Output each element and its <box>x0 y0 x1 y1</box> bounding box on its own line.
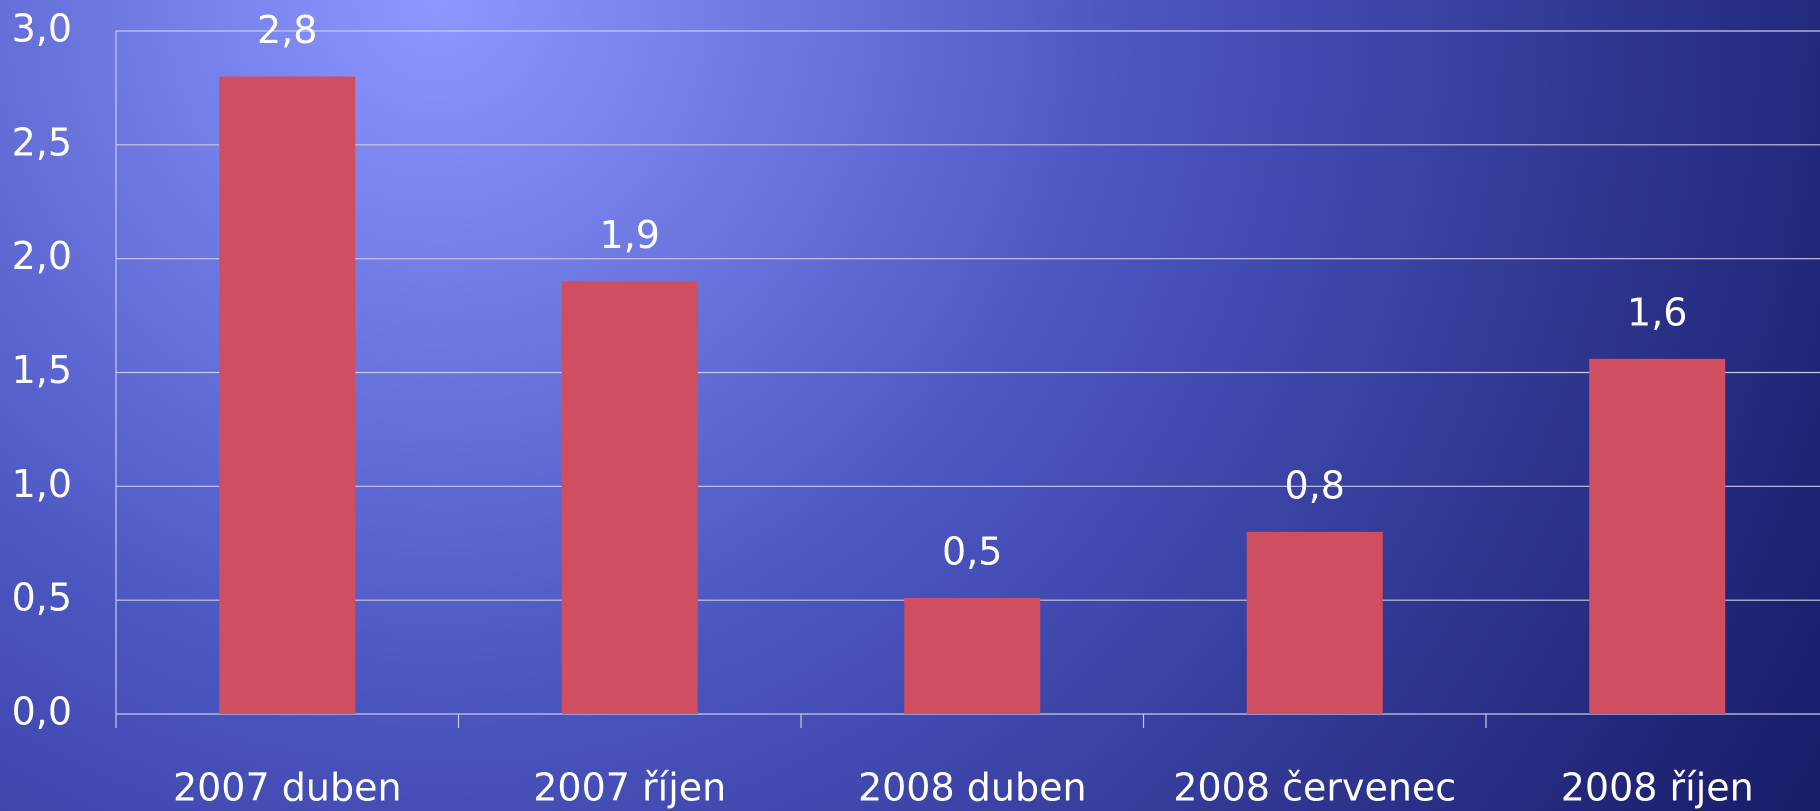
x-tick-label: 2008 červenec <box>1173 766 1456 810</box>
x-tick-label: 2007 říjen <box>533 766 726 810</box>
bar <box>904 597 1041 714</box>
bar <box>219 76 356 715</box>
y-tick-label: 1,0 <box>12 462 72 506</box>
y-tick-label: 1,5 <box>12 348 72 392</box>
y-tick-label: 0,5 <box>12 576 72 620</box>
data-label: 2,8 <box>257 8 317 52</box>
data-label: 1,9 <box>600 213 660 257</box>
y-tick-label: 0,0 <box>12 690 72 734</box>
bar <box>561 281 698 714</box>
x-tick-label: 2008 říjen <box>1561 766 1754 810</box>
y-tick-label: 2,5 <box>12 120 72 164</box>
data-label: 1,6 <box>1627 290 1687 334</box>
y-tick-label: 2,0 <box>12 234 72 278</box>
data-label: 0,5 <box>942 529 1002 573</box>
y-tick-label: 3,0 <box>12 7 72 51</box>
bar <box>1589 358 1726 714</box>
x-tick-label: 2007 duben <box>173 766 402 810</box>
x-tick-label: 2008 duben <box>858 766 1087 810</box>
bar <box>1246 531 1383 714</box>
data-label: 0,8 <box>1285 463 1345 507</box>
